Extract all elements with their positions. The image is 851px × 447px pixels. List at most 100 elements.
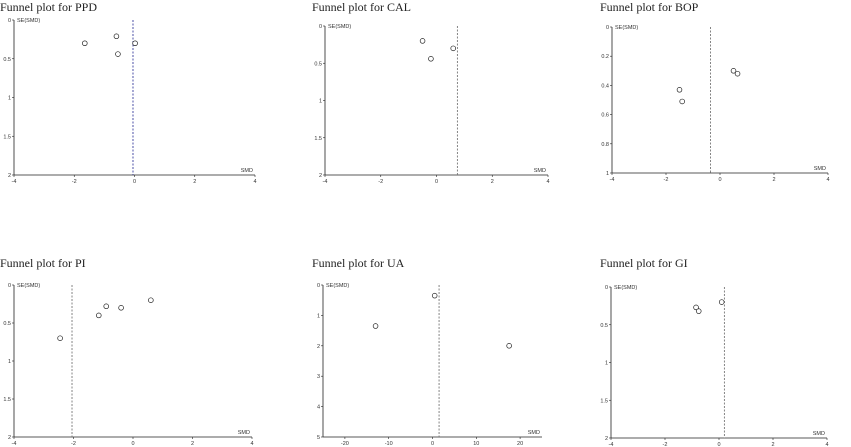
x-tick-label: 2 (191, 441, 194, 447)
y-tick-label: 1 (317, 313, 320, 319)
x-tick-label: 4 (825, 442, 828, 447)
x-tick-label: 4 (253, 179, 256, 185)
chart-title-cal: Funnel plot for CAL (312, 0, 411, 14)
study-point (506, 343, 512, 349)
x-tick-label: 0 (718, 177, 721, 183)
study-point (718, 299, 725, 305)
study-point (148, 297, 154, 303)
y-tick-label: 0.5 (3, 57, 11, 63)
y-tick-label: 0.6 (601, 113, 609, 119)
y-tick-label: 0.4 (601, 83, 609, 89)
y-tick-label: 0.5 (600, 323, 608, 329)
funnel-plot-ppd: Funnel plot for PPD 0 0.5 1 1.5 2 -4 -2 0 2 4 SE(S… (0, 0, 275, 190)
y-tick-label: 1 (605, 361, 608, 367)
x-tick-label: -4 (12, 179, 17, 185)
y-tick-label: 1.5 (600, 398, 608, 404)
study-point (96, 312, 102, 319)
x-axis-label: SMD (813, 431, 825, 437)
funnel-plot-pi: Funnel plot for PI 0 0.5 1 1.5 2 -4 -2 0 2 4 SE(SM… (0, 256, 275, 447)
x-tick-label: -4 (12, 441, 17, 447)
study-point (431, 292, 438, 299)
y-tick-label: 3 (317, 374, 320, 380)
chart-title-pi: Funnel plot for PI (0, 256, 86, 270)
study-point (372, 323, 379, 329)
y-tick-label: 1 (319, 99, 322, 105)
y-tick-label: 0 (317, 283, 320, 289)
y-tick-label: 0.8 (601, 142, 609, 148)
study-point (676, 87, 683, 93)
x-tick-label: 2 (491, 179, 494, 185)
funnel-plot-bop: Funnel plot for BOP 0 0.2 0.4 0.6 0.8 1 -4 -2 0 2… (600, 0, 845, 190)
plot-svg-cal: 00.511.52-4 -2 0 2 4SE(SMD)SMD (314, 24, 549, 185)
plot-svg-gi: 00.511.52-4 -2 0 2 4SE(SMD)SMD (600, 285, 828, 447)
x-tick-label: 4 (826, 177, 829, 183)
chart-title-ua: Funnel plot for UA (312, 256, 405, 270)
x-tick-label: -2 (378, 179, 383, 185)
study-point (695, 308, 702, 314)
study-point (132, 40, 138, 46)
y-tick-label: 1 (8, 96, 11, 102)
x-tick-label: -20 (341, 441, 349, 447)
study-point (734, 70, 741, 77)
x-tick-label: 2 (772, 177, 775, 183)
x-tick-label: -10 (385, 441, 393, 447)
chart-title-gi: Funnel plot for GI (600, 256, 688, 270)
y-tick-label: 5 (317, 435, 320, 441)
x-tick-label: 20 (517, 441, 523, 447)
y-axis-label: SE(SMD) (17, 283, 40, 289)
plot-svg-bop: 0 0.2 0.4 0.6 0.8 1-4 -2 0 2 4 SE(SMD) SMD (601, 25, 829, 183)
x-tick-label: 4 (250, 441, 253, 447)
y-tick-label: 0 (605, 285, 608, 291)
study-point (118, 305, 124, 311)
x-tick-label: -4 (610, 177, 615, 183)
x-tick-label: -2 (663, 442, 668, 447)
x-tick-label: 0 (717, 442, 720, 447)
funnel-plot-gi: Funnel plot for GI 0 0.5 1 1.5 2 -4 -2 0 2 4 SE(SM… (600, 256, 845, 447)
x-axis-label: SMD (241, 168, 253, 174)
y-tick-label: 4 (317, 405, 320, 411)
y-tick-label: 1 (8, 359, 11, 365)
y-tick-label: 0 (8, 283, 11, 289)
y-tick-label: 2 (605, 436, 608, 442)
x-tick-label: -4 (609, 442, 614, 447)
x-tick-label: 10 (473, 441, 479, 447)
funnel-plot-ua: Funnel plot for UA 0 1 2 3 4 5 -20 -10 0 10 20 SE(S… (312, 256, 572, 447)
y-tick-label: 0 (606, 25, 609, 31)
study-point (679, 98, 685, 105)
plot-svg-pi: 00.511.52-4 -2 0 2 4SE(SMD)SMD (3, 283, 253, 447)
y-tick-label: 1 (606, 171, 609, 177)
y-tick-label: 1.5 (3, 397, 11, 403)
plot-svg-ua: 0 1 2 3 4 5 -20 -10 0 10 20 SE(SMD) SMD (317, 283, 542, 447)
x-tick-label: 0 (431, 441, 434, 447)
y-tick-label: 2 (317, 344, 320, 350)
y-axis-label: SE(SMD) (326, 283, 349, 289)
x-tick-label: 4 (546, 179, 549, 185)
x-tick-label: 0 (435, 179, 438, 185)
study-point (693, 304, 699, 311)
y-axis-label: SE(SMD) (615, 25, 638, 31)
chart-title-bop: Funnel plot for BOP (600, 0, 699, 14)
y-tick-label: 0.2 (601, 54, 609, 60)
x-axis-label: SMD (238, 430, 250, 436)
study-point (113, 33, 120, 40)
y-tick-label: 2 (8, 435, 11, 441)
x-axis-label: SMD (814, 166, 826, 172)
y-axis-label: SE(SMD) (17, 18, 40, 24)
y-tick-label: 0 (8, 18, 11, 24)
study-point (450, 45, 456, 52)
y-tick-label: 1.5 (314, 136, 322, 142)
study-point (419, 38, 426, 44)
x-tick-label: 2 (193, 179, 196, 185)
study-point (428, 56, 434, 62)
y-tick-label: 0 (319, 24, 322, 30)
y-tick-label: 0.5 (3, 321, 11, 327)
study-point (57, 335, 63, 341)
x-tick-label: -2 (71, 441, 76, 447)
x-axis-label: SMD (534, 168, 546, 174)
x-tick-label: -4 (323, 179, 328, 185)
y-axis-label: SE(SMD) (614, 285, 637, 291)
y-tick-label: 0.5 (314, 61, 322, 67)
study-point (730, 68, 737, 74)
x-tick-label: -2 (664, 177, 669, 183)
y-tick-label: 2 (319, 173, 322, 179)
